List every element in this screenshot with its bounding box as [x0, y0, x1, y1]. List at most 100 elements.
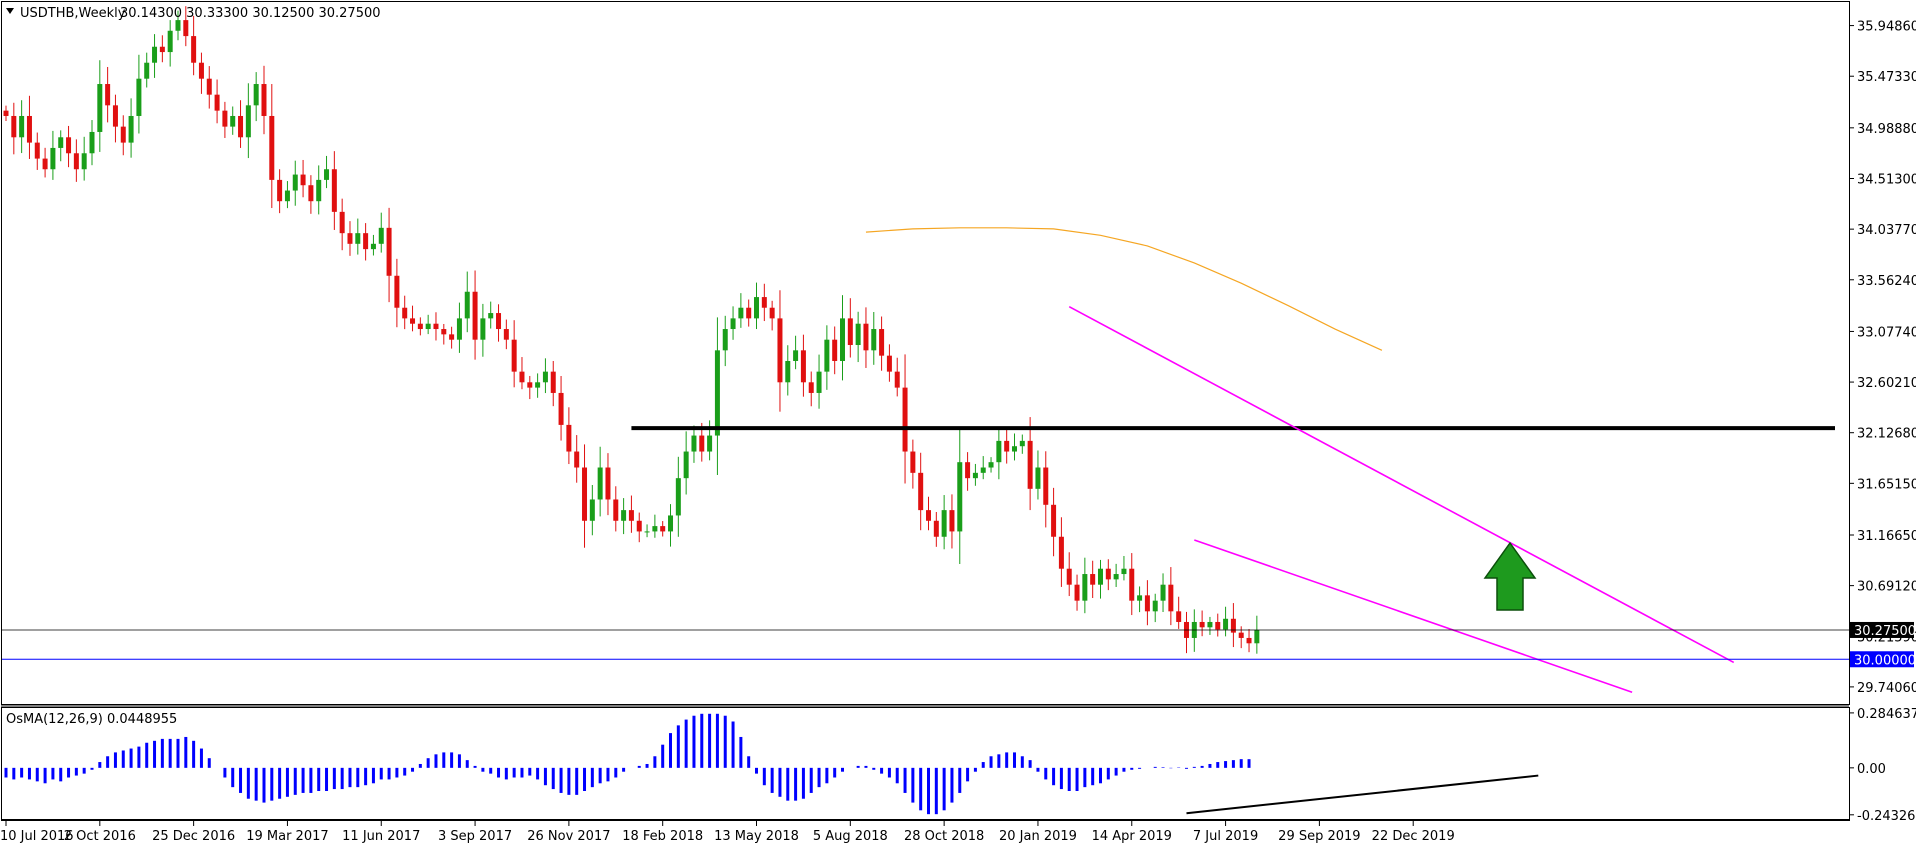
candle: [1051, 487, 1057, 557]
collapse-triangle-icon[interactable]: [6, 8, 14, 14]
channel-upper-line[interactable]: [1068, 305, 1735, 664]
level-tag-label: 30.00000: [1854, 653, 1916, 668]
osma-panel-frame: [1, 707, 1850, 820]
candle: [97, 60, 103, 152]
candle: [464, 271, 470, 333]
price-tick-label: 35.94860: [1857, 20, 1916, 35]
candle: [793, 335, 799, 370]
candle: [730, 306, 736, 340]
candle: [1074, 574, 1080, 611]
candle: [1254, 615, 1260, 654]
candle: [566, 407, 572, 465]
candle: [128, 98, 134, 158]
candle: [621, 498, 627, 535]
candle: [363, 223, 369, 261]
candle: [965, 452, 971, 491]
candle: [605, 453, 611, 516]
candle: [550, 360, 556, 407]
current-price-tag: [1850, 621, 1914, 638]
candle: [449, 326, 455, 349]
ohlc-readout: 30.14300 30.33300 30.12500 30.27500: [120, 6, 381, 21]
candle: [769, 300, 775, 331]
candle: [761, 283, 767, 322]
price-tick-label: 34.51300: [1857, 173, 1916, 188]
candle: [339, 198, 345, 251]
candle: [105, 66, 111, 123]
price-tick-label: 35.47330: [1857, 70, 1916, 85]
candle: [480, 303, 486, 357]
time-tick-label: 13 May 2018: [714, 829, 799, 844]
candle: [50, 130, 56, 180]
candle: [1035, 450, 1041, 500]
candle: [347, 221, 353, 256]
osma-tick-label: -0.2432632: [1857, 809, 1916, 824]
time-tick-label: 3 Sep 2017: [438, 829, 512, 844]
candle: [386, 207, 392, 303]
candle: [253, 72, 259, 122]
candle: [144, 52, 150, 88]
moving-average-line: [865, 227, 1383, 351]
candle: [355, 218, 361, 255]
candle: [1183, 611, 1189, 654]
candle: [840, 295, 846, 381]
candle: [503, 319, 509, 350]
candle: [222, 101, 228, 138]
candle: [597, 446, 603, 517]
time-tick-label: 20 Jan 2019: [999, 829, 1077, 844]
candle: [1176, 596, 1182, 629]
candle: [11, 102, 17, 155]
candle: [902, 354, 908, 484]
up-arrow-icon[interactable]: [1483, 541, 1537, 611]
candle: [394, 258, 400, 328]
candle: [879, 316, 885, 371]
current-price-tag-label: 30.27500: [1854, 624, 1916, 639]
time-tick-label: 7 Jul 2019: [1193, 829, 1258, 844]
candle: [558, 376, 564, 441]
time-tick-label: 11 Jun 2017: [342, 829, 420, 844]
candle: [832, 326, 838, 375]
candle: [1230, 603, 1236, 648]
candle: [675, 456, 681, 537]
candle: [816, 354, 822, 409]
candle: [519, 357, 525, 390]
candle: [410, 305, 416, 332]
candle: [926, 496, 931, 531]
candle: [754, 282, 760, 330]
candle: [691, 425, 697, 463]
time-tick-label: 26 Nov 2017: [527, 829, 610, 844]
candle: [112, 94, 118, 143]
candles: [3, 6, 1260, 654]
candle: [1090, 560, 1096, 599]
candle: [714, 317, 720, 475]
candle: [152, 34, 158, 78]
candle: [918, 452, 924, 531]
candle: [191, 15, 197, 76]
candle: [402, 295, 408, 330]
candle: [527, 375, 533, 400]
channel-lower-line[interactable]: [1194, 539, 1633, 694]
osma-histogram: 0.2846379 0.00 -0.2432632: [4, 707, 1916, 824]
candle: [136, 54, 142, 134]
time-tick-label: 29 Sep 2019: [1278, 829, 1360, 844]
time-tick-label: 18 Feb 2018: [622, 829, 703, 844]
candle: [1160, 573, 1166, 613]
candle: [855, 311, 861, 363]
candle: [26, 95, 32, 159]
candle: [1129, 553, 1135, 616]
candle: [996, 427, 1002, 480]
candle: [214, 79, 220, 124]
candle: [1113, 563, 1119, 587]
time-tick-label: 22 Dec 2019: [1372, 829, 1455, 844]
candle: [777, 290, 783, 412]
candle: [198, 52, 204, 94]
candle: [1082, 557, 1088, 614]
candle: [660, 521, 666, 537]
time-tick-label: 10 Jul 2016: [0, 829, 74, 844]
symbol-label: USDTHB,Weekly: [20, 6, 126, 21]
price-tick-label: 31.65150: [1857, 477, 1916, 492]
candle: [441, 323, 447, 345]
osma-tick-label: 0.00: [1857, 762, 1886, 777]
osma-trendline[interactable]: [1186, 774, 1539, 815]
candle: [1027, 417, 1033, 511]
